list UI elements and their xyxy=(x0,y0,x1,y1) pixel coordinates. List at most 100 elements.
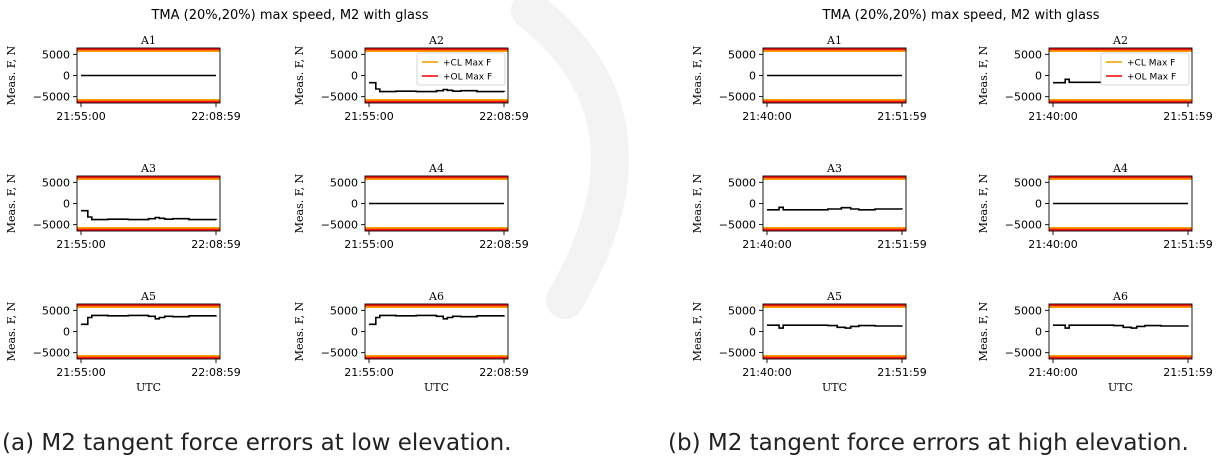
fig0-a1-ytick-label-2: −5000 xyxy=(33,91,70,104)
fig0-a2-legend-label-1: +OL Max F xyxy=(443,73,492,83)
fig0-a6-ytick-label-0: 5000 xyxy=(330,304,358,317)
fig0-a5-ytick-label-2: −5000 xyxy=(33,347,70,360)
fig0-a4-ytick-label-1: 0 xyxy=(351,198,358,211)
fig1-a1-ytick-label-0: 5000 xyxy=(728,48,756,61)
fig0-a5-series-line xyxy=(81,314,217,326)
fig1-a4-ytick-label-0: 5000 xyxy=(1014,176,1042,189)
fig1-a3-ytick-label-1: 0 xyxy=(749,198,756,211)
fig1-a4-xtick-label-0: 21:40:00 xyxy=(1028,238,1077,251)
fig1-a2-ylabel: Meas. F, N xyxy=(977,45,990,105)
fig1-a1-ylabel: Meas. F, N xyxy=(691,45,704,105)
fig0-a3-series-line xyxy=(81,209,217,221)
fig1-a6-xlabel: UTC xyxy=(1108,381,1133,394)
fig0-a5-xlabel: UTC xyxy=(136,381,161,394)
fig0-a6-series-line xyxy=(369,314,505,326)
fig1-a2-ytick-label-0: 5000 xyxy=(1014,48,1042,61)
fig1-a1-title: A1 xyxy=(826,34,842,47)
fig0-a1-xtick-label-0: 21:55:00 xyxy=(56,110,105,123)
fig0-a4-xtick-label-0: 21:55:00 xyxy=(344,238,393,251)
fig0-a2-ylabel: Meas. F, N xyxy=(293,45,306,105)
fig1-a5-series-line xyxy=(767,324,903,329)
fig0-a2-ytick-label-2: −5000 xyxy=(321,91,358,104)
fig0-a4-ytick-label-2: −5000 xyxy=(321,219,358,232)
fig1-a4-ylabel: Meas. F, N xyxy=(977,173,990,233)
fig0-a2-title: A2 xyxy=(428,34,444,47)
fig1-a5-xtick-label-1: 21:51:59 xyxy=(877,366,926,379)
fig1-a5-ytick-label-0: 5000 xyxy=(728,304,756,317)
caption-b: (b) M2 tangent force errors at high elev… xyxy=(668,430,1189,456)
fig0-a1-ytick-label-1: 0 xyxy=(63,70,70,83)
fig0-a1-ytick-label-0: 5000 xyxy=(42,48,70,61)
fig1-a6-axes-frame xyxy=(1048,303,1193,360)
fig1-a4-ytick-label-1: 0 xyxy=(1035,198,1042,211)
fig0-a5-ytick-label-0: 5000 xyxy=(42,304,70,317)
fig0-a3-ytick-label-2: −5000 xyxy=(33,219,70,232)
fig1-a2-xtick-label-0: 21:40:00 xyxy=(1028,110,1077,123)
fig1-a3-ytick-label-2: −5000 xyxy=(719,219,756,232)
fig0-a4-ylabel: Meas. F, N xyxy=(293,173,306,233)
fig1-a3-xtick-label-1: 21:51:59 xyxy=(877,238,926,251)
fig1-a6-xtick-label-0: 21:40:00 xyxy=(1028,366,1077,379)
fig0-a4-xtick-label-1: 22:08:59 xyxy=(479,238,528,251)
fig1-a6-ylabel: Meas. F, N xyxy=(977,301,990,361)
suptitle-0: TMA (20%,20%) max speed, M2 with glass xyxy=(150,8,428,23)
caption-a: (a) M2 tangent force errors at low eleva… xyxy=(2,430,512,456)
fig1-a3-axes-frame xyxy=(762,175,907,232)
fig0-a2-legend-label-0: +CL Max F xyxy=(443,59,491,69)
fig0-a1-xtick-label-1: 22:08:59 xyxy=(191,110,240,123)
fig1-a2-legend-box xyxy=(1100,52,1190,86)
fig0-a5-xtick-label-0: 21:55:00 xyxy=(56,366,105,379)
fig0-a3-ytick-label-1: 0 xyxy=(63,198,70,211)
fig0-a5-axes-frame xyxy=(76,303,221,360)
fig1-a3-title: A3 xyxy=(826,162,842,175)
fig0-a2-xtick-label-1: 22:08:59 xyxy=(479,110,528,123)
fig0-a4-ytick-label-0: 5000 xyxy=(330,176,358,189)
fig1-a1-ytick-label-2: −5000 xyxy=(719,91,756,104)
suptitle-1: TMA (20%,20%) max speed, M2 with glass xyxy=(821,8,1099,23)
fig1-a5-ylabel: Meas. F, N xyxy=(691,301,704,361)
fig0-a2-series-line xyxy=(369,81,505,93)
fig1-a5-ytick-label-2: −5000 xyxy=(719,347,756,360)
fig1-a2-title: A2 xyxy=(1112,34,1128,47)
fig0-a2-ytick-label-1: 0 xyxy=(351,70,358,83)
fig1-a6-xtick-label-1: 21:51:59 xyxy=(1163,366,1212,379)
fig0-a3-ytick-label-0: 5000 xyxy=(42,176,70,189)
fig1-a6-ytick-label-0: 5000 xyxy=(1014,304,1042,317)
fig0-a6-xtick-label-0: 21:55:00 xyxy=(344,366,393,379)
fig1-a3-ytick-label-0: 5000 xyxy=(728,176,756,189)
fig0-a2-xtick-label-0: 21:55:00 xyxy=(344,110,393,123)
fig0-a1-ylabel: Meas. F, N xyxy=(5,45,18,105)
fig1-a2-xtick-label-1: 21:51:59 xyxy=(1163,110,1212,123)
fig0-a3-ylabel: Meas. F, N xyxy=(5,173,18,233)
fig0-a5-title: A5 xyxy=(140,290,156,303)
fig1-a6-series-line xyxy=(1053,324,1189,329)
fig1-a6-ytick-label-1: 0 xyxy=(1035,326,1042,339)
fig0-a6-xlabel: UTC xyxy=(424,381,449,394)
fig1-a4-ytick-label-2: −5000 xyxy=(1005,219,1042,232)
fig1-a5-title: A5 xyxy=(826,290,842,303)
fig1-a4-title: A4 xyxy=(1112,162,1128,175)
fig0-a5-xtick-label-1: 22:08:59 xyxy=(191,366,240,379)
fig0-a3-xtick-label-0: 21:55:00 xyxy=(56,238,105,251)
fig0-a3-axes-frame xyxy=(76,175,221,232)
fig1-a5-xlabel: UTC xyxy=(822,381,847,394)
fig0-a6-title: A6 xyxy=(428,290,444,303)
fig1-a1-xtick-label-1: 21:51:59 xyxy=(877,110,926,123)
fig0-a3-title: A3 xyxy=(140,162,156,175)
fig1-a2-legend-label-0: +CL Max F xyxy=(1127,59,1175,69)
fig0-a6-axes-frame xyxy=(364,303,509,360)
fig0-a3-xtick-label-1: 22:08:59 xyxy=(191,238,240,251)
fig0-a4-title: A4 xyxy=(428,162,444,175)
fig0-a5-ytick-label-1: 0 xyxy=(63,326,70,339)
fig1-a1-ytick-label-1: 0 xyxy=(749,70,756,83)
fig1-a6-title: A6 xyxy=(1112,290,1128,303)
fig1-a2-legend-label-1: +OL Max F xyxy=(1127,73,1176,83)
fig1-a5-xtick-label-0: 21:40:00 xyxy=(742,366,791,379)
fig1-a2-ytick-label-2: −5000 xyxy=(1005,91,1042,104)
fig1-a2-ytick-label-1: 0 xyxy=(1035,70,1042,83)
fig1-a6-ytick-label-2: −5000 xyxy=(1005,347,1042,360)
fig0-a6-ytick-label-2: −5000 xyxy=(321,347,358,360)
fig0-a5-ylabel: Meas. F, N xyxy=(5,301,18,361)
fig0-a6-xtick-label-1: 22:08:59 xyxy=(479,366,528,379)
